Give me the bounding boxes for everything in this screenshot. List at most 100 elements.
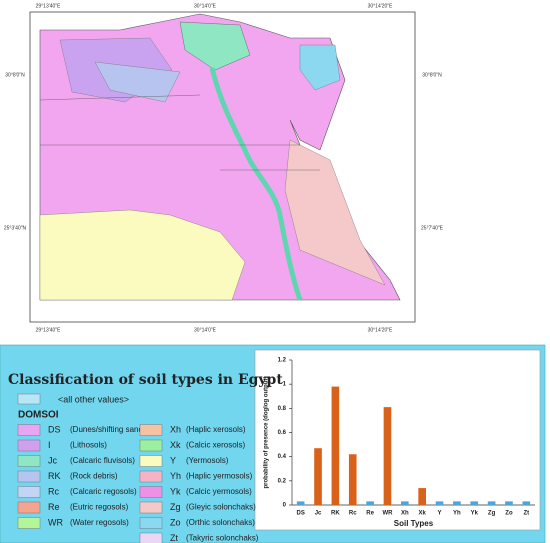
legend-name: (Haplic yermosols)	[186, 472, 253, 481]
legend-name: (Gleyic solonchaks)	[186, 503, 256, 512]
legend-swatch	[17, 486, 41, 498]
legend-swatch	[17, 424, 41, 436]
coord-label: 30°8'0"N	[5, 72, 25, 78]
legend-name: (Yermosols)	[186, 456, 229, 465]
x-tick-label: Xh	[401, 511, 409, 517]
legend-code: Xh	[170, 424, 181, 434]
legend-name: (Water regosols)	[70, 518, 129, 527]
x-tick-label: Re	[366, 511, 374, 517]
legend-code: Y	[170, 455, 176, 465]
legend-other: <all other values>	[58, 394, 129, 404]
bar	[418, 488, 426, 505]
x-tick-label: Zo	[505, 511, 513, 517]
legend-swatch	[17, 517, 41, 529]
x-tick-label: Zt	[523, 511, 529, 517]
coord-label: 25°7'40"E	[421, 225, 444, 231]
y-tick-label: 1.2	[278, 358, 287, 364]
x-tick-label: Y	[438, 511, 442, 517]
bar	[470, 501, 479, 505]
y-tick-label: 1	[283, 382, 287, 388]
legend-name: (Calcaric fluvisols)	[70, 456, 135, 465]
legend-code: Re	[48, 502, 60, 512]
legend-name: (Haplic xerosols)	[186, 425, 246, 434]
legend-code: DS	[48, 424, 61, 434]
legend-swatch	[139, 424, 163, 436]
legend-heading: DOMSOI	[18, 410, 59, 421]
x-tick-label: Yh	[453, 511, 461, 517]
bar	[401, 501, 409, 505]
y-tick-label: 0	[283, 503, 287, 509]
bar	[348, 454, 357, 505]
legend-code: Yk	[170, 486, 181, 496]
legend-name: (Calcic xerosols)	[186, 441, 245, 450]
legend-name: (Calcic yermosols)	[186, 487, 252, 496]
legend-swatch	[139, 501, 163, 514]
bar	[522, 501, 531, 505]
chart-panel	[254, 349, 541, 531]
legend-code: Zt	[170, 533, 178, 543]
legend-swatch	[17, 470, 41, 483]
bar	[435, 501, 444, 505]
y-tick-label: 0.8	[278, 406, 287, 412]
legend-swatch	[139, 455, 163, 467]
coord-label: 30°14'0"E	[194, 327, 217, 333]
legend-swatch	[139, 470, 163, 483]
y-tick-label: 0.2	[278, 478, 287, 484]
legend-name: (Eutric regosols)	[70, 503, 129, 512]
legend-code: I	[48, 440, 51, 450]
x-tick-label: Yk	[471, 511, 479, 517]
bar	[383, 407, 392, 505]
coord-label: 30°14'20"E	[368, 327, 393, 333]
bar	[296, 501, 305, 505]
legend-swatch	[17, 393, 41, 405]
legend-name: (Dunes/shifting sand)	[70, 425, 146, 434]
legend-swatch	[139, 517, 163, 529]
legend-code: Jc	[48, 455, 58, 465]
coord-label: 29°13'40"E	[36, 3, 61, 9]
legend-title: Classification of soil types in Egypt	[8, 372, 283, 388]
x-tick-label: DS	[297, 511, 305, 517]
bar	[487, 501, 496, 505]
coord-label: 30°14'20"E	[368, 3, 393, 9]
map	[39, 13, 401, 301]
nile-valley	[209, 67, 303, 301]
legend-swatch	[139, 486, 163, 498]
bar	[366, 501, 374, 505]
x-tick-label: Jc	[315, 511, 322, 517]
legend-code: Zo	[170, 517, 181, 527]
coord-label: 25°3'40"N	[4, 225, 27, 231]
bar	[331, 386, 340, 505]
x-axis-label: Soil Types	[394, 519, 434, 528]
coord-label: 29°13'40"E	[36, 327, 61, 333]
legend-name: (Orthic solonchaks)	[186, 518, 255, 527]
legend-code: WR	[48, 517, 63, 527]
coord-label: 30°14'0"E	[194, 3, 217, 9]
legend-code: Rc	[48, 486, 59, 496]
x-tick-label: RK	[331, 511, 340, 517]
legend-swatch	[17, 439, 41, 452]
legend-code: Xk	[170, 440, 181, 450]
legend-name: (Lithosols)	[70, 441, 107, 450]
coord-label: 30°8'0"N	[422, 72, 442, 78]
gleyic-region	[284, 139, 386, 286]
x-tick-label: Rc	[349, 511, 357, 517]
legend-swatch	[17, 501, 41, 514]
x-tick-label: Zg	[488, 511, 496, 517]
boundaries	[39, 94, 320, 171]
y-tick-label: 0.6	[278, 430, 287, 436]
legend-code: Zg	[170, 502, 181, 512]
legend-code: Yh	[170, 471, 181, 481]
y-tick-label: 0.4	[278, 454, 287, 460]
legend-code: RK	[48, 471, 61, 481]
bar	[453, 501, 461, 505]
legend-swatch	[139, 439, 163, 452]
legend-name: (Takyric solonchaks)	[186, 534, 259, 543]
legend-name: (Calcaric regosols)	[70, 487, 137, 496]
legend-swatch	[17, 455, 41, 467]
bar	[314, 448, 322, 505]
x-tick-label: WR	[382, 511, 393, 517]
yermosols-region	[39, 209, 246, 301]
orthic-region	[299, 44, 341, 91]
y-axis-label: probability of presence (doglog output)	[264, 377, 270, 489]
